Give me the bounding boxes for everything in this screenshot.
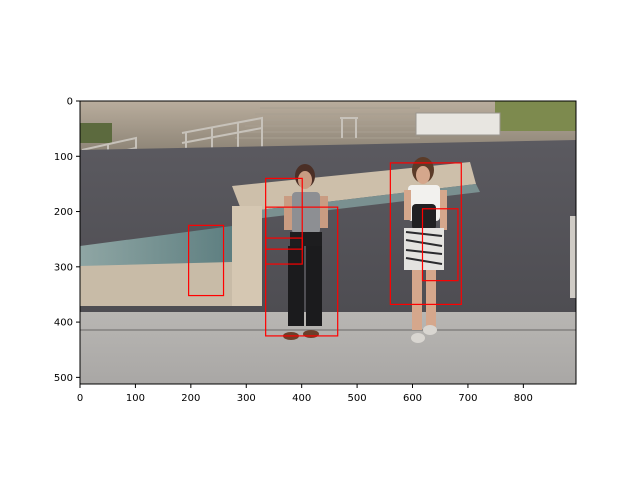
x-tick-label: 800	[514, 393, 533, 404]
x-axis: 0 100 200 300 400 500 600 700 800	[77, 384, 533, 404]
bounding-box-5	[389, 162, 462, 306]
bench	[415, 112, 501, 136]
x-tick-label: 500	[348, 393, 367, 404]
person-right	[404, 157, 447, 343]
y-tick-label: 300	[54, 262, 73, 273]
fountain-wall	[80, 262, 232, 306]
fountain-water	[80, 226, 232, 266]
fountain-pillar	[232, 206, 262, 306]
y-tick-label: 500	[54, 373, 73, 384]
photo	[80, 101, 576, 384]
lower-floor	[80, 312, 576, 384]
y-tick-label: 0	[67, 97, 73, 108]
y-tick-label: 400	[54, 318, 73, 329]
x-tick-label: 400	[292, 393, 311, 404]
background-stairs	[235, 107, 420, 139]
y-axis: 0 100 200 300 400 500	[54, 97, 80, 384]
shrubs-right	[495, 101, 576, 131]
bounding-box-1	[188, 224, 225, 297]
x-tick-label: 600	[403, 393, 422, 404]
x-tick-label: 100	[126, 393, 145, 404]
shrubs-left	[80, 123, 112, 143]
bounding-box-6	[421, 208, 459, 282]
x-tick-label: 700	[458, 393, 477, 404]
x-tick-label: 300	[237, 393, 256, 404]
bounding-boxes	[188, 162, 462, 337]
bounding-box-4	[265, 206, 339, 337]
axes-frame	[79, 100, 577, 385]
right-edge-post	[570, 216, 576, 298]
y-tick-label: 200	[54, 207, 73, 218]
x-tick-label: 0	[77, 393, 83, 404]
x-tick-label: 200	[181, 393, 200, 404]
y-tick-label: 100	[54, 152, 73, 163]
